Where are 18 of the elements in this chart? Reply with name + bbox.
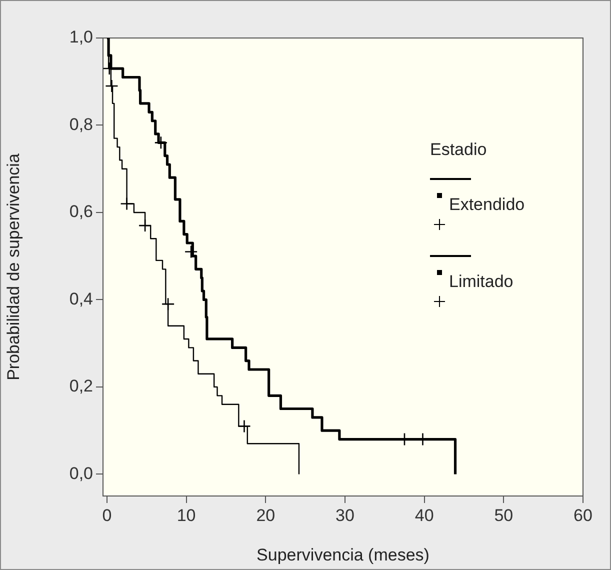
x-tick-label: 50	[494, 506, 514, 525]
y-tick-label: 0,8	[69, 114, 93, 134]
x-tick-label: 40	[414, 506, 434, 525]
legend-label: Extendido	[449, 195, 525, 215]
x-axis-title: Supervivencia (meses)	[256, 545, 430, 564]
legend-label: Limitado	[449, 272, 514, 292]
y-axis-title: Probabilidad de supervivencia	[4, 153, 23, 380]
y-tick-label: 0,6	[69, 202, 93, 222]
x-tick-label: 30	[336, 506, 354, 525]
y-tick-label: 0,2	[69, 376, 93, 396]
y-tick-label: 0,0	[69, 464, 93, 483]
x-tick-label: 20	[256, 506, 276, 525]
y-tick-label: 1,0	[69, 28, 93, 47]
x-tick-label: 60	[574, 506, 592, 525]
x-tick-label: 0	[102, 506, 112, 525]
legend-title: Estadio	[430, 140, 487, 160]
x-tick-label: 10	[176, 506, 196, 525]
y-tick-label: 0,4	[69, 289, 93, 308]
